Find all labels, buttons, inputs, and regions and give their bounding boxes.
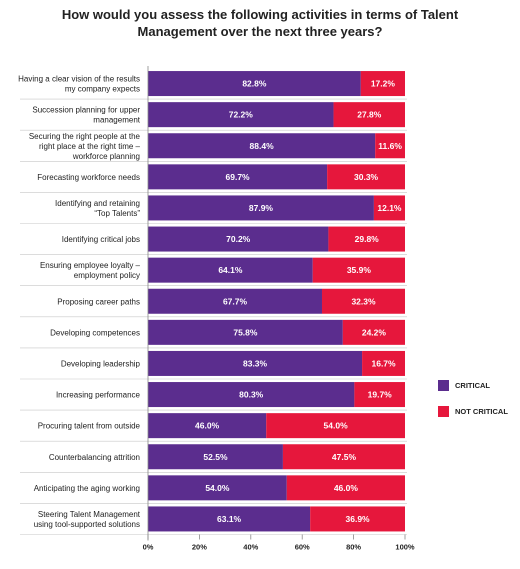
category-label: Identifying and retaining “Top Talents” [55, 199, 140, 218]
bar-not-critical [328, 226, 405, 252]
data-label-not-critical: 24.2% [362, 327, 387, 337]
bar-critical [148, 444, 283, 470]
bar-critical [148, 164, 328, 190]
bar-not-critical [286, 475, 405, 501]
data-label-critical: 87.9% [249, 203, 274, 213]
category-label: Counterbalancing attrition [49, 453, 140, 462]
bar-critical [148, 475, 287, 501]
data-label-not-critical: 29.8% [355, 234, 380, 244]
bar-critical [148, 195, 374, 221]
category-label: Having a clear vision of the results my c… [18, 75, 140, 94]
bar-not-critical [360, 71, 405, 97]
bar-not-critical [362, 350, 405, 376]
chart-title: How would you assess the following activ… [0, 6, 520, 40]
legend-swatch-not-critical [438, 405, 449, 417]
bar-not-critical [321, 288, 405, 314]
bar-not-critical [327, 164, 405, 190]
data-label-critical: 54.0% [205, 483, 230, 493]
category-label: Procuring talent from outside [38, 422, 141, 431]
bar-critical [148, 257, 313, 283]
x-tick-label: 0% [143, 543, 154, 552]
data-label-critical: 83.3% [243, 358, 268, 368]
bar-critical [148, 382, 355, 408]
category-label: Securing the right people at the right pl… [29, 132, 141, 161]
x-tick-label: 100% [395, 543, 415, 552]
bar-not-critical [373, 195, 405, 221]
legend-label-critical: CRITICAL [455, 380, 490, 390]
data-label-critical: 88.4% [250, 141, 275, 151]
data-label-not-critical: 17.2% [371, 79, 396, 89]
bar-not-critical [342, 319, 405, 345]
data-label-critical: 64.1% [218, 265, 243, 275]
data-label-critical: 46.0% [195, 421, 220, 431]
data-label-critical: 72.2% [229, 110, 254, 120]
category-label: Ensuring employee loyalty – employment po… [40, 261, 141, 280]
bar-not-critical [312, 257, 405, 283]
legend-label-not-critical: NOT CRITICAL [455, 406, 508, 416]
bar-critical [148, 288, 322, 314]
data-label-critical: 70.2% [226, 234, 251, 244]
category-label: Increasing performance [56, 391, 141, 400]
data-label-not-critical: 19.7% [368, 390, 393, 400]
category-label: Developing leadership [61, 359, 141, 368]
bar-critical [148, 319, 343, 345]
x-tick-label: 80% [346, 543, 361, 552]
x-tick-label: 20% [192, 543, 207, 552]
bar-critical [148, 102, 334, 128]
bar-not-critical [266, 413, 405, 439]
bar-critical [148, 413, 267, 439]
category-label: Steering Talent Management using tool-sup… [34, 510, 141, 529]
bar-not-critical [282, 444, 405, 470]
data-label-not-critical: 35.9% [347, 265, 372, 275]
data-label-critical: 82.8% [242, 79, 267, 89]
bar-critical [148, 71, 361, 97]
legend-swatch-critical [438, 379, 449, 391]
data-label-critical: 69.7% [226, 172, 251, 182]
x-tick-label: 60% [295, 543, 310, 552]
data-label-not-critical: 47.5% [332, 452, 357, 462]
data-label-not-critical: 54.0% [324, 421, 349, 431]
data-label-not-critical: 16.7% [371, 358, 396, 368]
data-label-critical: 67.7% [223, 296, 248, 306]
data-label-critical: 75.8% [233, 327, 258, 337]
data-label-critical: 63.1% [217, 514, 242, 524]
bar-critical [148, 506, 311, 532]
category-label: Forecasting workforce needs [37, 173, 140, 182]
data-label-not-critical: 32.3% [351, 296, 376, 306]
chart-title-line-1: How would you assess the following activ… [61, 7, 459, 22]
chart-title-line-2: Management over the next three years? [137, 24, 383, 39]
data-label-not-critical: 12.1% [377, 203, 402, 213]
category-label: Anticipating the aging working [34, 484, 140, 493]
bar-not-critical [333, 102, 405, 128]
bar-not-critical [310, 506, 405, 532]
category-label: Proposing career paths [57, 297, 140, 306]
data-label-not-critical: 46.0% [334, 483, 359, 493]
bar-critical [148, 350, 363, 376]
data-label-not-critical: 30.3% [354, 172, 379, 182]
data-label-not-critical: 11.6% [378, 141, 402, 151]
bar-not-critical [354, 382, 405, 408]
bar-critical [148, 226, 329, 252]
category-label: Succession planning for upper management [32, 106, 140, 125]
category-label: Identifying critical jobs [62, 235, 140, 244]
category-label: Developing competences [50, 328, 140, 337]
legend-item-critical: CRITICAL [438, 378, 508, 392]
data-label-critical: 80.3% [239, 390, 264, 400]
bar-critical [148, 133, 376, 159]
x-tick-label: 40% [243, 543, 258, 552]
bar-not-critical [375, 133, 405, 159]
legend-item-not-critical: NOT CRITICAL [438, 404, 508, 418]
data-label-not-critical: 36.9% [346, 514, 371, 524]
data-label-critical: 52.5% [203, 452, 228, 462]
legend: CRITICAL NOT CRITICAL [438, 378, 508, 430]
data-label-not-critical: 27.8% [357, 110, 382, 120]
